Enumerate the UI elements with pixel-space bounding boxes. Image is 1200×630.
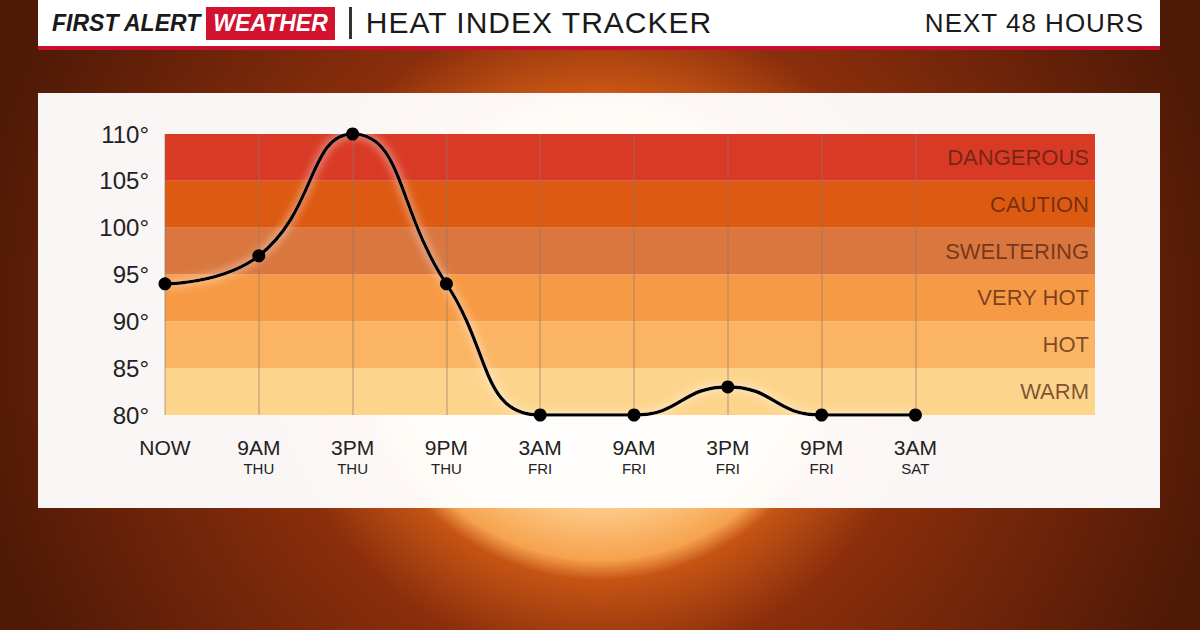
svg-text:THU: THU (243, 460, 274, 477)
html-text:NEXT 48 HOURS: NEXT 48 HOURS (924, 7, 1144, 38)
svg-text:FRI: FRI (810, 460, 834, 477)
svg-text:90°: 90° (113, 308, 149, 335)
svg-text:9PM: 9PM (425, 436, 468, 459)
svg-text:CAUTION: CAUTION (990, 192, 1089, 217)
svg-text:3AM: 3AM (519, 436, 562, 459)
svg-text:THU: THU (337, 460, 368, 477)
svg-text:VERY HOT: VERY HOT (977, 285, 1089, 310)
svg-text:9AM: 9AM (237, 436, 280, 459)
svg-text:SWELTERING: SWELTERING (945, 239, 1089, 264)
svg-text:9PM: 9PM (800, 436, 843, 459)
html-text:HEAT INDEX TRACKER: HEAT INDEX TRACKER (365, 6, 713, 39)
svg-text:85°: 85° (113, 355, 149, 382)
svg-text:THU: THU (431, 460, 462, 477)
svg-text:FRI: FRI (716, 460, 740, 477)
svg-text:3PM: 3PM (331, 436, 374, 459)
svg-text:NOW: NOW (139, 436, 191, 459)
svg-text:80°: 80° (113, 402, 149, 429)
svg-text:110°: 110° (101, 121, 149, 148)
svg-text:95°: 95° (113, 261, 149, 288)
svg-text:SAT: SAT (901, 460, 929, 477)
svg-text:HOT: HOT (1043, 332, 1089, 357)
svg-text:DANGEROUS: DANGEROUS (947, 145, 1089, 170)
svg-text:9AM: 9AM (612, 436, 655, 459)
svg-text:100°: 100° (99, 214, 149, 241)
html-text:FIRST ALERT: FIRST ALERT (52, 9, 201, 36)
svg-text:105°: 105° (99, 167, 149, 194)
svg-text:WARM: WARM (1020, 379, 1089, 404)
svg-text:3AM: 3AM (894, 436, 937, 459)
svg-text:3PM: 3PM (706, 436, 749, 459)
html-text:WEATHER: WEATHER (213, 9, 328, 36)
svg-text:FRI: FRI (528, 460, 552, 477)
svg-text:FRI: FRI (622, 460, 646, 477)
